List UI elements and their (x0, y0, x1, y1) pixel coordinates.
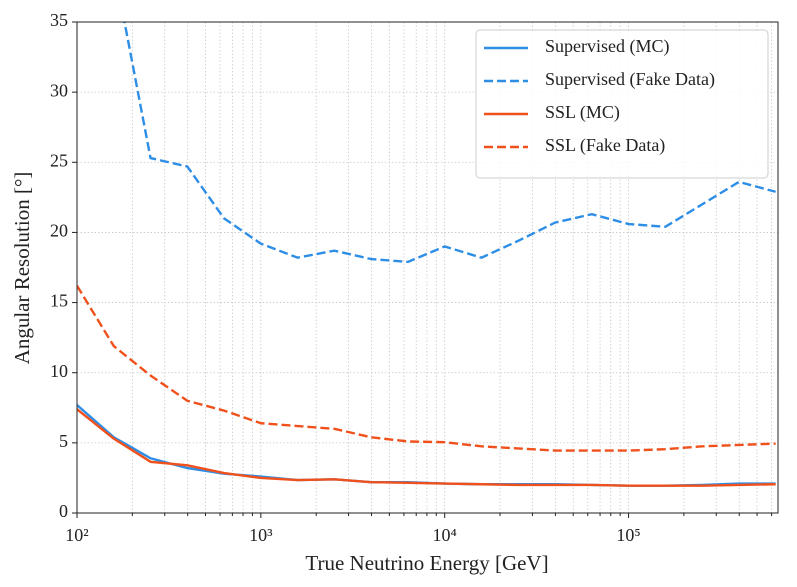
y-tick-label: 0 (59, 501, 68, 521)
x-tick-label: 10³ (249, 525, 273, 545)
legend-label: SSL (Fake Data) (545, 135, 665, 156)
legend: Supervised (MC) Supervised (Fake Data) SSL… (475, 29, 769, 179)
y-tick-label: 35 (50, 10, 68, 30)
y-tick-label: 30 (50, 80, 68, 100)
y-tick-label: 5 (59, 431, 68, 451)
y-tick-label: 15 (50, 291, 68, 311)
series-line (77, 285, 776, 452)
legend-label: Supervised (MC) (545, 36, 670, 57)
legend-label: Supervised (Fake Data) (545, 69, 715, 90)
series-line (123, 22, 776, 264)
ticks: 0 5 10 15 20 25 30 35 10² 10³ 10⁴ 10⁵ (50, 10, 773, 545)
y-tick-label: 10 (50, 361, 68, 381)
y-tick-label: 25 (50, 150, 68, 170)
series-line (77, 404, 776, 487)
x-tick-label: 10⁴ (433, 525, 457, 545)
lines (77, 22, 776, 487)
series-line (77, 408, 776, 487)
legend-label: SSL (MC) (545, 102, 620, 123)
x-tick-label: 10⁵ (616, 525, 640, 545)
y-tick-label: 20 (50, 221, 68, 241)
x-axis-label: True Neutrino Energy [GeV] (305, 551, 548, 575)
plot-frame (76, 21, 779, 514)
y-axis-label: Angular Resolution [°] (10, 172, 34, 365)
legend-box (475, 29, 769, 179)
x-tick-label: 10² (65, 525, 88, 545)
